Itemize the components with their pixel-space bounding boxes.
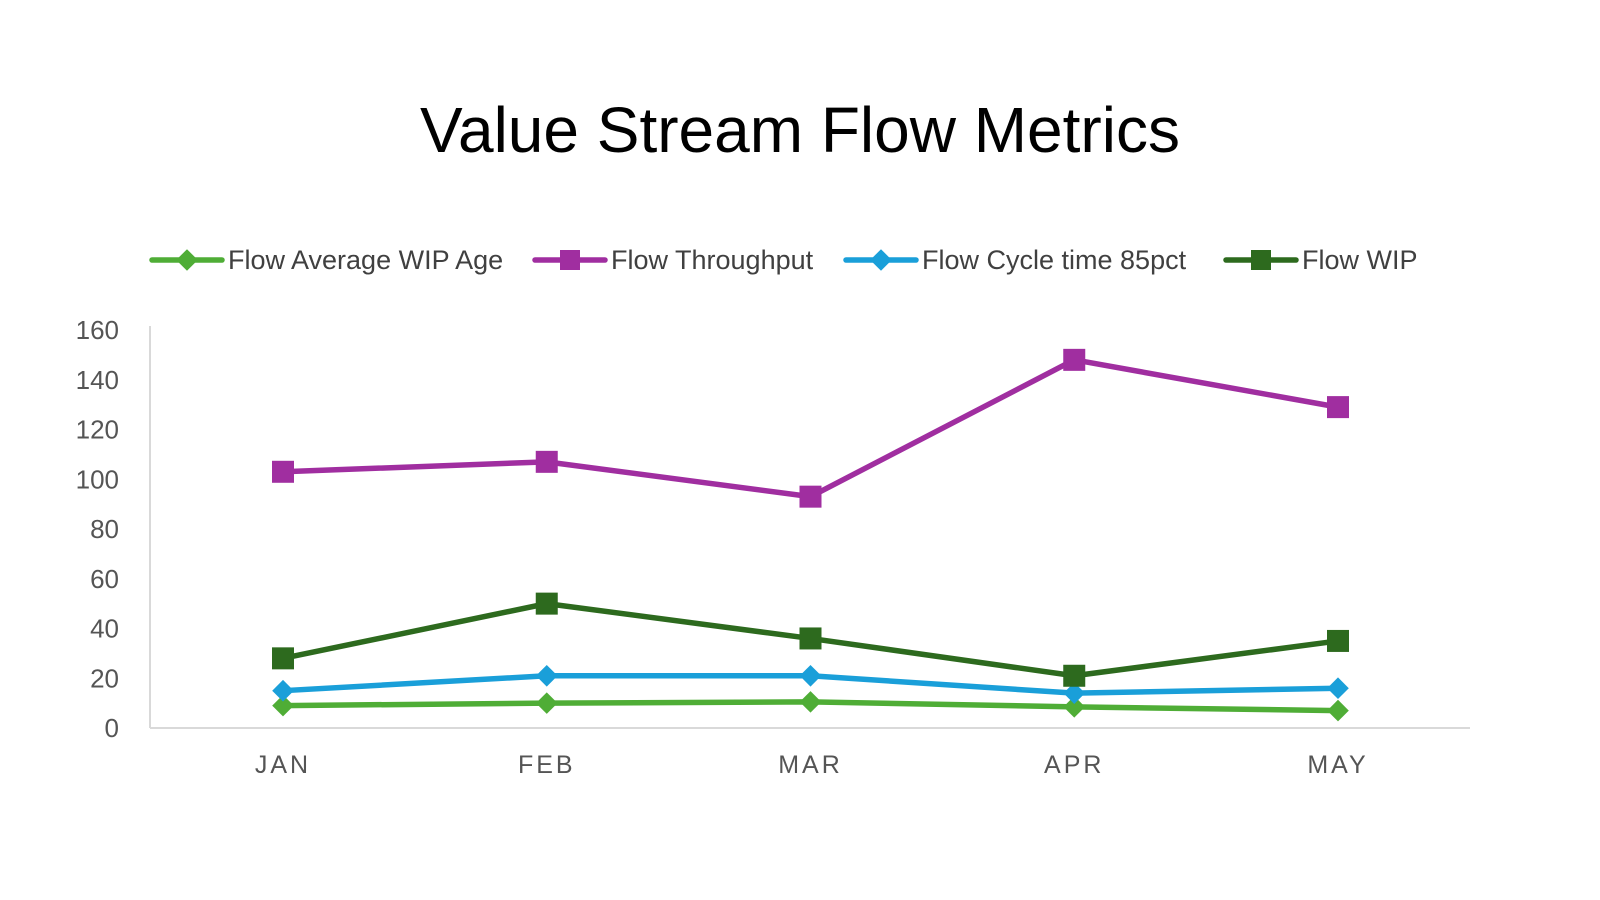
y-tick-label: 40 [90, 614, 119, 644]
data-point-flow-average-wip-age [1063, 696, 1086, 718]
x-tick-label: FEB [518, 751, 576, 779]
chart-series [272, 348, 1349, 722]
data-point-flow-cycle-time-85pct [1063, 682, 1086, 704]
chart-title: Value Stream Flow Metrics [420, 94, 1180, 166]
data-point-flow-throughput [272, 460, 294, 483]
data-point-flow-wip [272, 647, 294, 670]
x-tick-label: APR [1044, 751, 1104, 779]
series-flow-cycle-time-85pct [272, 664, 1349, 704]
legend-item-flow-throughput: Flow Throughput [532, 245, 814, 275]
legend-swatch-marker [1251, 250, 1271, 270]
data-point-flow-cycle-time-85pct [799, 664, 822, 687]
y-tick-label: 160 [76, 315, 119, 345]
data-point-flow-throughput [1327, 396, 1349, 419]
legend-swatch-marker [176, 249, 198, 271]
legend-swatch-marker [870, 249, 892, 271]
x-tick-label: MAR [778, 751, 843, 779]
data-point-flow-average-wip-age [535, 692, 558, 714]
data-point-flow-average-wip-age [272, 694, 294, 717]
y-tick-label: 20 [90, 663, 119, 693]
y-tick-label: 100 [76, 464, 119, 494]
legend-item-flow-average-wip-age: Flow Average WIP Age [149, 245, 503, 275]
data-point-flow-wip [799, 627, 822, 650]
series-flow-wip [272, 592, 1349, 687]
legend-label: Flow Throughput [611, 245, 814, 275]
data-point-flow-cycle-time-85pct [535, 664, 558, 687]
data-point-flow-throughput [1063, 348, 1086, 371]
y-tick-label: 60 [90, 564, 119, 594]
y-tick-label: 80 [90, 514, 119, 544]
data-point-flow-average-wip-age [799, 691, 822, 713]
y-tick-label: 0 [105, 713, 119, 743]
y-tick-label: 120 [76, 415, 119, 445]
data-point-flow-cycle-time-85pct [1327, 677, 1349, 699]
series-flow-throughput [272, 348, 1349, 508]
data-point-flow-wip [535, 592, 558, 615]
legend-item-flow-wip: Flow WIP [1223, 245, 1418, 275]
legend-label: Flow Average WIP Age [228, 245, 503, 275]
data-point-flow-average-wip-age [1327, 699, 1349, 722]
data-point-flow-throughput [535, 450, 558, 473]
chart-legend: Flow Average WIP Age Flow Throughput Flow … [149, 245, 1418, 275]
data-point-flow-throughput [799, 485, 822, 508]
chart-axes: 0 20 40 60 80 100 120 140 160 JAN FEB MAR APR MAY [76, 315, 1470, 779]
data-point-flow-cycle-time-85pct [272, 679, 294, 702]
y-tick-label: 140 [76, 365, 119, 395]
data-point-flow-wip [1327, 629, 1349, 652]
x-tick-label: MAY [1307, 751, 1368, 779]
data-point-flow-wip [1063, 664, 1086, 687]
legend-label: Flow Cycle time 85pct [922, 245, 1187, 275]
x-tick-label: JAN [255, 751, 311, 779]
legend-swatch-marker [560, 250, 580, 270]
series-flow-average-wip-age [272, 691, 1349, 722]
legend-item-flow-cycle-time-85pct: Flow Cycle time 85pct [843, 245, 1187, 275]
legend-label: Flow WIP [1302, 245, 1418, 275]
series-line-flow-throughput [280, 357, 1341, 500]
